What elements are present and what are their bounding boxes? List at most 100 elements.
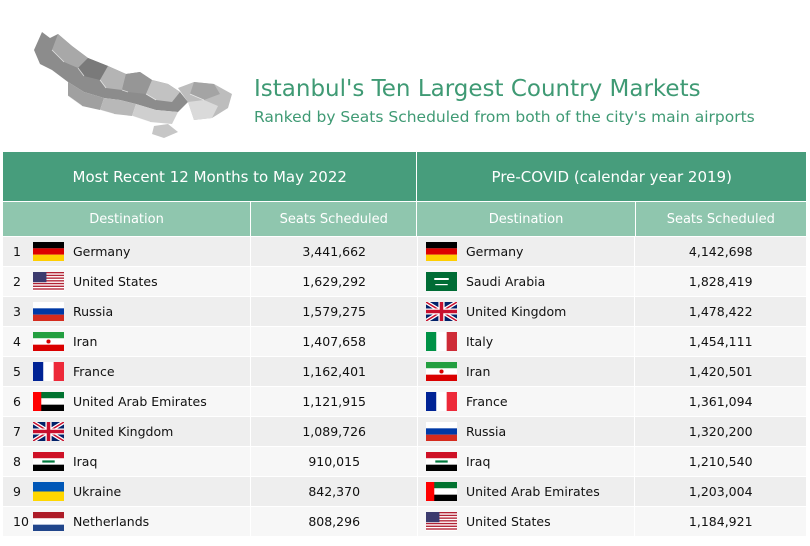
country-name: Germany bbox=[465, 244, 524, 259]
netherlands-flag-icon bbox=[32, 512, 64, 531]
table-row: 1 Germany 3,441,662 Germany 4,142,698 bbox=[3, 236, 806, 266]
country-name: United Kingdom bbox=[465, 304, 567, 319]
country-name: Italy bbox=[465, 334, 494, 349]
destination-cell-recent: United Kingdom bbox=[32, 417, 251, 446]
seats-cell-recent: 910,015 bbox=[250, 447, 417, 476]
germany-flag-icon bbox=[425, 242, 457, 261]
table-row: 9 Ukraine 842,370 United Arab Emirates 1,203… bbox=[3, 476, 806, 506]
destination-cell-precovid: Iran bbox=[416, 357, 635, 386]
destination-cell-recent: France bbox=[32, 357, 251, 386]
seats-cell-precovid: 1,478,422 bbox=[634, 297, 806, 326]
seats-cell-precovid: 1,420,501 bbox=[634, 357, 806, 386]
seats-cell-recent: 1,162,401 bbox=[250, 357, 417, 386]
iran-flag-icon bbox=[32, 332, 64, 351]
germany-flag-icon bbox=[32, 242, 64, 261]
russia-flag-icon bbox=[425, 422, 457, 441]
seats-cell-precovid: 1,454,111 bbox=[634, 327, 806, 356]
rank-cell: 4 bbox=[3, 327, 33, 356]
page-title: Istanbul's Ten Largest Country Markets bbox=[254, 76, 701, 102]
iraq-flag-icon bbox=[32, 452, 64, 471]
seats-cell-recent: 1,121,915 bbox=[250, 387, 417, 416]
rank-cell: 9 bbox=[3, 477, 33, 506]
france-flag-icon bbox=[32, 362, 64, 381]
seats-column-header-recent: Seats Scheduled bbox=[250, 202, 416, 236]
country-name: United Kingdom bbox=[72, 424, 174, 439]
iraq-flag-icon bbox=[425, 452, 457, 471]
seats-cell-recent: 1,407,658 bbox=[250, 327, 417, 356]
rank-cell: 5 bbox=[3, 357, 33, 386]
russia-flag-icon bbox=[32, 302, 64, 321]
country-markets-table: Most Recent 12 Months to May 2022 Pre-CO… bbox=[3, 152, 806, 536]
rank-cell: 10 bbox=[3, 507, 33, 536]
seats-cell-recent: 1,089,726 bbox=[250, 417, 417, 446]
us-flag-icon bbox=[425, 512, 457, 531]
destination-cell-recent: Russia bbox=[32, 297, 251, 326]
destination-cell-recent: Netherlands bbox=[32, 507, 251, 536]
uae-flag-icon bbox=[32, 392, 64, 411]
ukraine-flag-icon bbox=[32, 482, 64, 501]
table-row: 2 United States 1,629,292 Saudi Arabia 1,828… bbox=[3, 266, 806, 296]
period-recent-header: Most Recent 12 Months to May 2022 bbox=[72, 167, 347, 186]
destination-cell-precovid: United Kingdom bbox=[416, 297, 635, 326]
seats-column-header-precovid: Seats Scheduled bbox=[634, 202, 806, 236]
table-row: 8 Iraq 910,015 Iraq 1,210,540 bbox=[3, 446, 806, 476]
destination-cell-precovid: Saudi Arabia bbox=[416, 267, 635, 296]
rank-cell: 1 bbox=[3, 237, 33, 266]
country-name: Germany bbox=[72, 244, 131, 259]
iran-flag-icon bbox=[425, 362, 457, 381]
rank-cell: 8 bbox=[3, 447, 33, 476]
uk-flag-icon bbox=[425, 302, 457, 321]
table-row: 6 United Arab Emirates 1,121,915 France 1,36… bbox=[3, 386, 806, 416]
table-row: 5 France 1,162,401 Iran 1,420,501 bbox=[3, 356, 806, 386]
seats-cell-recent: 808,296 bbox=[250, 507, 417, 536]
france-flag-icon bbox=[425, 392, 457, 411]
country-name: Saudi Arabia bbox=[465, 274, 546, 289]
us-flag-icon bbox=[32, 272, 64, 291]
country-name: United Arab Emirates bbox=[465, 484, 600, 499]
country-name: France bbox=[465, 394, 508, 409]
seats-cell-precovid: 1,203,004 bbox=[634, 477, 806, 506]
saudi-flag-icon bbox=[425, 272, 457, 291]
country-name: France bbox=[72, 364, 115, 379]
rank-cell: 7 bbox=[3, 417, 33, 446]
destination-cell-recent: Germany bbox=[32, 237, 251, 266]
destination-cell-precovid: Germany bbox=[416, 237, 635, 266]
period-precovid-header: Pre-COVID (calendar year 2019) bbox=[416, 152, 806, 201]
destination-cell-precovid: United Arab Emirates bbox=[416, 477, 635, 506]
period-header-row: Most Recent 12 Months to May 2022 Pre-CO… bbox=[3, 152, 806, 202]
seats-cell-precovid: 1,184,921 bbox=[634, 507, 806, 536]
destination-cell-recent: Iran bbox=[32, 327, 251, 356]
table-row: 4 Iran 1,407,658 Italy 1,454,111 bbox=[3, 326, 806, 356]
seats-cell-recent: 1,579,275 bbox=[250, 297, 417, 326]
country-name: Russia bbox=[72, 304, 114, 319]
destination-cell-recent: United States bbox=[32, 267, 251, 296]
destination-cell-precovid: Iraq bbox=[416, 447, 635, 476]
page-subtitle: Ranked by Seats Scheduled from both of t… bbox=[254, 108, 755, 126]
seats-cell-recent: 3,441,662 bbox=[250, 237, 417, 266]
destination-cell-recent: United Arab Emirates bbox=[32, 387, 251, 416]
destination-column-header-recent: Destination bbox=[89, 211, 164, 227]
country-name: United States bbox=[465, 514, 551, 529]
seats-cell-precovid: 1,828,419 bbox=[634, 267, 806, 296]
country-name: Ukraine bbox=[72, 484, 122, 499]
country-name: Netherlands bbox=[72, 514, 150, 529]
rank-cell: 6 bbox=[3, 387, 33, 416]
country-name: Russia bbox=[465, 424, 507, 439]
destination-cell-recent: Iraq bbox=[32, 447, 251, 476]
uae-flag-icon bbox=[425, 482, 457, 501]
country-name: United States bbox=[72, 274, 158, 289]
rank-cell: 3 bbox=[3, 297, 33, 326]
seats-cell-precovid: 1,320,200 bbox=[634, 417, 806, 446]
seats-cell-precovid: 1,361,094 bbox=[634, 387, 806, 416]
seats-cell-recent: 1,629,292 bbox=[250, 267, 417, 296]
destination-cell-precovid: United States bbox=[416, 507, 635, 536]
italy-flag-icon bbox=[425, 332, 457, 351]
seats-cell-precovid: 1,210,540 bbox=[634, 447, 806, 476]
table-row: 3 Russia 1,579,275 United Kingdom 1,478,422 bbox=[3, 296, 806, 326]
country-name: Iran bbox=[72, 334, 98, 349]
table-row: 7 United Kingdom 1,089,726 Russia 1,320,200 bbox=[3, 416, 806, 446]
seats-cell-recent: 842,370 bbox=[250, 477, 417, 506]
country-name: Iraq bbox=[72, 454, 98, 469]
rank-cell: 2 bbox=[3, 267, 33, 296]
destination-column-header-precovid: Destination bbox=[416, 202, 634, 236]
